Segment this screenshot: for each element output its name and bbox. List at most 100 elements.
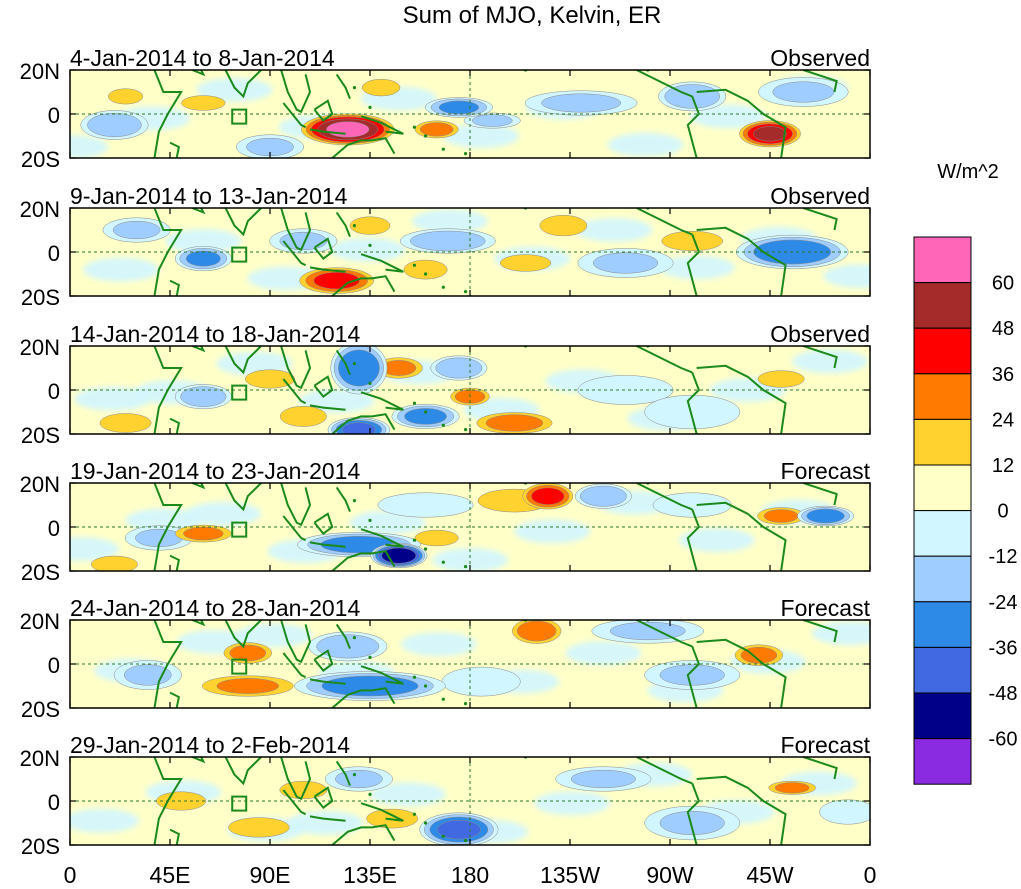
anomaly-blob <box>349 216 391 235</box>
anomaly-blob <box>90 555 138 571</box>
contour-level <box>361 78 401 97</box>
contour-level <box>185 250 221 267</box>
coastline <box>686 234 701 296</box>
island-dot <box>463 290 468 294</box>
anomaly-blob <box>644 805 741 841</box>
contour-level <box>403 259 448 280</box>
anomaly-field <box>83 209 870 294</box>
contour-level <box>441 666 521 697</box>
contour-level <box>377 492 474 518</box>
coastline <box>331 687 396 708</box>
island-dot <box>368 381 372 385</box>
coastline <box>309 541 346 548</box>
anomaly-blob <box>181 95 226 111</box>
anomaly-blob <box>555 766 652 792</box>
coastline <box>153 483 183 571</box>
background-anomaly <box>678 528 755 553</box>
anomaly-blob <box>294 671 446 701</box>
anomaly-blob <box>522 483 574 510</box>
background-anomaly <box>216 351 293 376</box>
y-tick-label: 0 <box>48 379 60 404</box>
coastline <box>280 208 312 252</box>
island-dot <box>423 684 428 688</box>
anomaly-field <box>70 762 870 845</box>
colorbar: W/m^2 60 48 36 24 12 0 -12 -24 -36 -48 -60 <box>913 161 1018 785</box>
coastline <box>360 115 404 135</box>
coastline <box>360 528 404 548</box>
background-anomaly <box>792 349 868 374</box>
contour-level <box>471 114 513 127</box>
marker-box <box>231 108 248 125</box>
coastline <box>282 789 306 816</box>
colorbar-label: 36 <box>992 364 1014 386</box>
anomaly-blob <box>308 631 388 662</box>
anomaly-blob <box>361 78 401 97</box>
coastline <box>282 378 306 405</box>
coastlines <box>153 483 838 571</box>
anomaly-blob <box>399 228 496 254</box>
island-dot <box>423 272 428 276</box>
coastline <box>309 128 346 135</box>
anomaly-blob <box>757 507 805 525</box>
coastline <box>313 512 334 535</box>
marker-box <box>231 521 248 538</box>
anomaly-blob <box>739 120 801 148</box>
y-tick-label: 20S <box>21 147 60 172</box>
coastlines <box>153 70 838 158</box>
contour-level <box>341 422 376 434</box>
y-tick-label: 20S <box>21 834 60 859</box>
coastline <box>696 364 787 434</box>
anomaly-blob <box>301 113 395 146</box>
coastline <box>636 483 693 511</box>
island-dot <box>463 152 468 156</box>
background-anomaly <box>165 229 242 253</box>
coastline <box>803 346 838 369</box>
x-tick-label: 90E <box>250 862 291 888</box>
coastline <box>309 815 346 822</box>
contour-level <box>435 357 483 379</box>
y-tick-label: 20S <box>21 560 60 585</box>
x-tick-label: 45W <box>746 862 794 888</box>
island-dot <box>368 518 372 523</box>
anomaly-blob <box>377 492 474 518</box>
coastline <box>282 652 306 679</box>
coastlines <box>153 620 838 708</box>
contour-level <box>579 485 627 507</box>
coastline <box>331 550 396 571</box>
colorbar-label: -12 <box>989 546 1018 568</box>
panel-period: 9-Jan-2014 to 13-Jan-2014 <box>70 183 348 209</box>
anomaly-blob <box>99 413 152 433</box>
contour-level <box>740 646 778 664</box>
coastline <box>169 828 181 845</box>
anomaly-blob <box>797 505 855 527</box>
anomaly-blob <box>330 346 388 395</box>
panel-period: 24-Jan-2014 to 28-Jan-2014 <box>70 595 360 621</box>
background-anomaly <box>607 132 684 157</box>
coastline <box>169 554 181 571</box>
island-dot <box>412 263 417 267</box>
coastline <box>313 237 334 260</box>
coastline <box>636 757 693 785</box>
coastline <box>686 646 701 708</box>
coastline <box>696 775 787 845</box>
coastline <box>636 620 693 648</box>
coastline <box>224 70 262 99</box>
anomaly-blob <box>174 246 232 272</box>
background-anomaly <box>196 77 273 102</box>
y-tick-label: 20N <box>20 197 60 222</box>
contour-level <box>774 782 810 794</box>
y-tick-label: 20S <box>21 285 60 310</box>
background-anomaly <box>534 791 611 816</box>
contour-level <box>531 487 565 505</box>
contour-level <box>108 88 144 105</box>
marker-box <box>231 795 248 812</box>
contour-level <box>321 675 419 697</box>
y-tick-label: 20S <box>21 697 60 722</box>
anomaly-blob <box>512 620 562 644</box>
coastline <box>169 279 181 296</box>
coastlines <box>153 346 838 434</box>
island-dot <box>441 147 445 151</box>
coastline <box>335 211 351 237</box>
island-dot <box>441 423 445 427</box>
colorbar-swatch <box>913 282 972 329</box>
